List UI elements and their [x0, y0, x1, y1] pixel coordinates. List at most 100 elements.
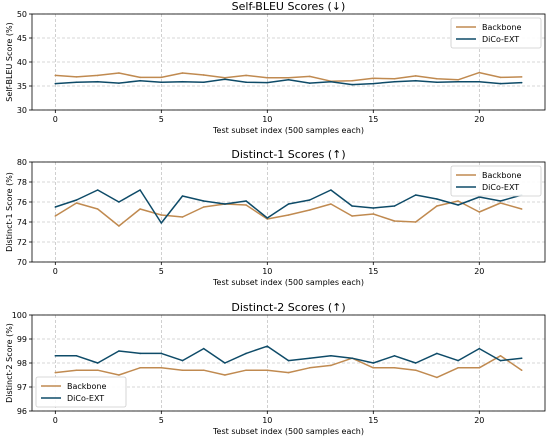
- x-tick-label: 5: [159, 416, 164, 425]
- data-point: [75, 81, 78, 83]
- y-tick-label: 74: [17, 218, 27, 227]
- x-tick-label: 15: [368, 267, 378, 276]
- data-point: [287, 203, 290, 205]
- data-point: [139, 367, 141, 369]
- x-tick-label: 15: [368, 115, 378, 124]
- data-point: [372, 213, 375, 215]
- chart-panel-1: 0 5 10 15 20 30 35 40 45 50 Self-BLEU Scores (↓) Te…: [5, 0, 546, 135]
- x-tick-label: 10: [262, 115, 272, 124]
- x-tick-label: 20: [474, 115, 484, 124]
- data-point: [202, 206, 205, 208]
- data-point: [266, 345, 269, 348]
- data-point: [414, 369, 417, 372]
- x-tick-label: 0: [53, 115, 58, 124]
- x-tick-label: 5: [159, 115, 164, 124]
- chart-panel-2: 0 5 10 15 20 70 72 74 76 78 80 Distinct-1 Scores (↑…: [5, 148, 546, 287]
- data-point: [181, 216, 184, 218]
- data-point: [287, 359, 290, 362]
- x-tick-label: 15: [368, 416, 378, 425]
- data-point: [351, 205, 353, 207]
- legend-label: DiCo-EXT: [482, 35, 519, 44]
- data-point: [330, 203, 332, 205]
- data-point: [520, 208, 523, 210]
- data-point: [351, 79, 353, 82]
- data-point: [393, 80, 396, 83]
- data-point: [245, 204, 247, 206]
- legend-box: [450, 17, 542, 49]
- x-tick-label: 20: [474, 416, 484, 425]
- data-point: [54, 355, 57, 357]
- data-point: [202, 347, 205, 350]
- x-tick-label: 10: [262, 416, 272, 425]
- data-point: [54, 74, 57, 77]
- data-point: [139, 208, 141, 210]
- x-tick-label: 10: [262, 267, 272, 276]
- data-point: [330, 189, 332, 191]
- x-tick-label: 0: [53, 267, 58, 276]
- data-point: [139, 189, 141, 191]
- data-point: [96, 369, 99, 372]
- x-tick-label: 5: [159, 267, 164, 276]
- data-point: [308, 199, 311, 201]
- data-point: [266, 369, 269, 372]
- y-tick-label: 76: [17, 198, 27, 207]
- data-point: [160, 76, 163, 79]
- legend-box: [35, 376, 127, 408]
- chart-title: Self-BLEU Scores (↓): [232, 0, 346, 13]
- y-tick-label: 96: [17, 407, 27, 416]
- data-point: [266, 217, 269, 219]
- y-axis-label: Distinct-1 Score (%): [5, 172, 14, 252]
- data-point: [224, 203, 226, 205]
- data-point: [393, 205, 396, 207]
- data-point: [457, 367, 459, 369]
- data-point: [118, 350, 120, 352]
- data-point: [160, 352, 163, 355]
- data-point: [393, 367, 396, 369]
- data-point: [457, 78, 459, 81]
- data-point: [224, 362, 226, 364]
- data-point: [499, 200, 502, 202]
- data-point: [351, 357, 353, 360]
- data-point: [457, 80, 459, 83]
- x-axis-label: Test subset index (500 samples each): [212, 278, 364, 287]
- data-point: [266, 81, 269, 84]
- data-point: [414, 79, 417, 82]
- data-point: [202, 369, 205, 372]
- data-point: [224, 374, 226, 376]
- y-tick-label: 45: [17, 34, 27, 43]
- data-point: [520, 357, 523, 360]
- x-axis-label: Test subset index (500 samples each): [212, 126, 364, 135]
- data-point: [499, 355, 502, 357]
- data-point: [372, 77, 375, 80]
- data-point: [499, 82, 502, 85]
- data-point: [54, 206, 57, 208]
- x-tick-label: 20: [474, 267, 484, 276]
- y-axis-label: Distinct-2 Score (%): [5, 323, 14, 403]
- data-point: [520, 369, 523, 372]
- data-point: [160, 214, 163, 216]
- y-axis-label: Self-BLEU Score (%): [5, 22, 14, 101]
- data-point: [436, 78, 438, 80]
- legend-box: [450, 165, 542, 197]
- x-tick-label: 0: [53, 416, 58, 425]
- y-tick-label: 50: [17, 10, 27, 19]
- y-tick-label: 35: [17, 82, 27, 91]
- data-point: [414, 75, 417, 77]
- data-point: [139, 79, 141, 82]
- data-point: [96, 189, 99, 191]
- data-point: [372, 82, 375, 85]
- data-point: [330, 355, 332, 357]
- data-point: [54, 82, 57, 85]
- data-point: [181, 72, 184, 74]
- data-point: [520, 81, 523, 84]
- data-point: [478, 196, 481, 198]
- data-point: [224, 78, 226, 81]
- data-point: [54, 371, 57, 374]
- data-point: [96, 362, 99, 364]
- plot-frame: [31, 161, 546, 263]
- data-point: [457, 359, 459, 362]
- data-point: [75, 202, 78, 204]
- data-point: [499, 76, 502, 79]
- data-point: [436, 81, 438, 83]
